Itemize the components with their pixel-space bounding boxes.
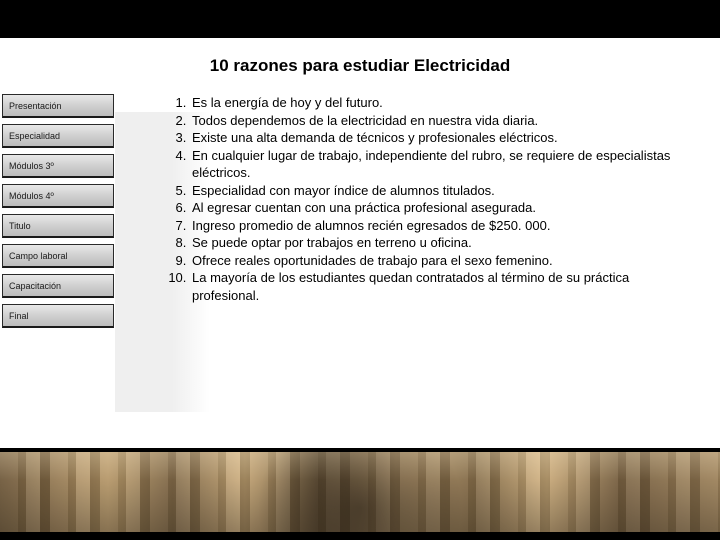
footer-strip: [0, 448, 720, 540]
list-item: Al egresar cuentan con una práctica prof…: [190, 199, 700, 217]
sidebar-item-especialidad[interactable]: Especialidad: [2, 124, 114, 148]
sidebar-item-modulos-4[interactable]: Módulos 4º: [2, 184, 114, 208]
list-item: En cualquier lugar de trabajo, independi…: [190, 147, 700, 182]
title-area: 10 razones para estudiar Electricidad: [0, 38, 720, 90]
sidebar-item-label: Presentación: [9, 101, 62, 111]
sidebar-item-capacitacion[interactable]: Capacitación: [2, 274, 114, 298]
sidebar-item-label: Especialidad: [9, 131, 60, 141]
sidebar-item-modulos-3[interactable]: Módulos 3º: [2, 154, 114, 178]
main-row: Presentación Especialidad Módulos 3º Mód…: [0, 90, 720, 334]
sidebar-item-label: Titulo: [9, 221, 31, 231]
sidebar-item-label: Módulos 3º: [9, 161, 54, 171]
reasons-list: Es la energía de hoy y del futuro. Todos…: [164, 94, 700, 305]
list-item: Todos dependemos de la electricidad en n…: [190, 112, 700, 130]
list-item: Es la energía de hoy y del futuro.: [190, 94, 700, 112]
sidebar-item-label: Módulos 4º: [9, 191, 54, 201]
sidebar-item-label: Capacitación: [9, 281, 61, 291]
content-area: Es la energía de hoy y del futuro. Todos…: [114, 90, 720, 305]
list-item: Ofrece reales oportunidades de trabajo p…: [190, 252, 700, 270]
sidebar-item-titulo[interactable]: Titulo: [2, 214, 114, 238]
footer-bottom-line: [0, 532, 720, 540]
sidebar-item-presentacion[interactable]: Presentación: [2, 94, 114, 118]
list-item: La mayoría de los estudiantes quedan con…: [190, 269, 700, 304]
sidebar: Presentación Especialidad Módulos 3º Mód…: [2, 94, 114, 334]
list-item: Ingreso promedio de alumnos recién egres…: [190, 217, 700, 235]
top-bar: [0, 0, 720, 38]
footer-sepia-image: [0, 452, 720, 532]
sidebar-item-label: Final: [9, 311, 29, 321]
list-item: Existe una alta demanda de técnicos y pr…: [190, 129, 700, 147]
sidebar-item-label: Campo laboral: [9, 251, 68, 261]
sidebar-item-campo-laboral[interactable]: Campo laboral: [2, 244, 114, 268]
sidebar-item-final[interactable]: Final: [2, 304, 114, 328]
page-title: 10 razones para estudiar Electricidad: [0, 56, 720, 76]
list-item: Especialidad con mayor índice de alumnos…: [190, 182, 700, 200]
list-item: Se puede optar por trabajos en terreno u…: [190, 234, 700, 252]
